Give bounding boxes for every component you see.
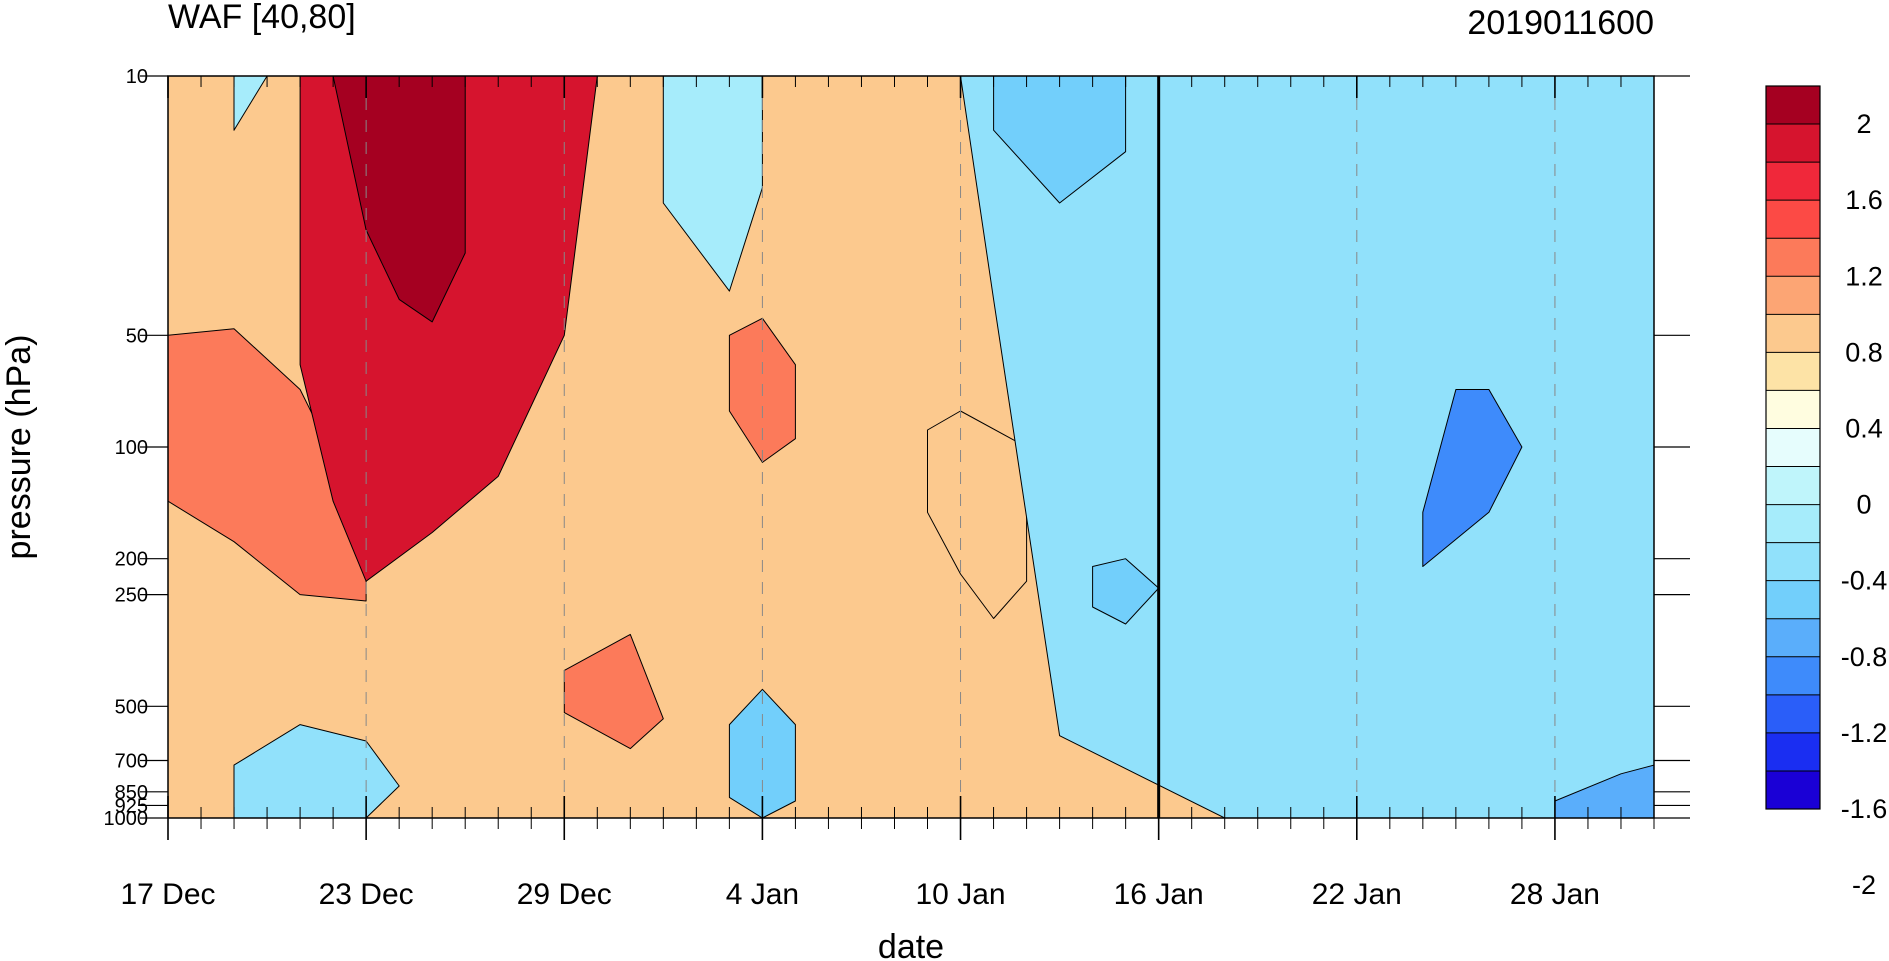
colorbar-swatch	[1766, 276, 1820, 315]
contour-region-15	[1092, 558, 1160, 625]
contour-regions	[168, 76, 1654, 818]
x-tick-label: 10 Jan	[915, 878, 1005, 911]
contour-region-16	[1422, 389, 1523, 567]
colorbar-label: 0	[1856, 490, 1871, 520]
colorbar-swatch	[1766, 618, 1820, 658]
colorbar-swatch	[1766, 162, 1820, 201]
chart-title-right: 2019011600	[1467, 4, 1654, 42]
colorbar-swatch	[1766, 504, 1820, 544]
contour-region-5	[927, 410, 1028, 619]
colorbar-label: 1.2	[1845, 261, 1883, 291]
colorbar-label: 1.6	[1845, 185, 1883, 215]
x-axis: 17 Dec 23 Dec 29 Dec 4 Jan 10 Jan 16 Jan 22 Ja…	[120, 76, 1655, 911]
colorbar-swatch	[1766, 124, 1820, 163]
y-tick-label: 700	[115, 751, 148, 773]
contour-region-10	[662, 76, 763, 292]
contour-region-14	[993, 76, 1127, 204]
colorbar-label: -0.8	[1841, 642, 1888, 672]
colorbar-swatch	[1766, 694, 1820, 734]
colorbar-swatch	[1766, 200, 1820, 239]
y-tick-label: 500	[115, 696, 148, 718]
colorbar-swatch	[1766, 86, 1820, 125]
chart-title-left: WAF [40,80]	[168, 0, 356, 36]
colorbar-swatch	[1766, 656, 1820, 696]
x-tick-label: 29 Dec	[517, 878, 612, 911]
y-tick-label: 200	[115, 549, 148, 571]
x-tick-label: 23 Dec	[319, 878, 414, 911]
y-tick-label: 850	[115, 782, 148, 804]
colorbar-swatch	[1766, 770, 1820, 810]
x-tick-label: 16 Jan	[1114, 878, 1204, 911]
x-axis-label: date	[878, 928, 944, 961]
colorbar: 2 1.6 1.2 0.8 0.4 0 -0.4 -0.8 -1.2 -1.6 -2	[1765, 85, 1888, 900]
colorbar-swatch	[1766, 466, 1820, 506]
colorbar-swatch	[1766, 542, 1820, 582]
y-tick-label: 100	[115, 437, 148, 459]
y-tick-label: 925	[115, 795, 148, 817]
colorbar-label: -0.4	[1841, 566, 1888, 596]
colorbar-swatch	[1766, 428, 1820, 468]
colorbar-swatch	[1766, 314, 1820, 353]
colorbar-label: -1.2	[1841, 718, 1888, 748]
contour-region-11	[233, 724, 400, 818]
colorbar-swatch	[1766, 352, 1820, 391]
contour-region-13	[960, 76, 1654, 818]
x-tick-label: 22 Jan	[1312, 878, 1402, 911]
colorbar-label: -2	[1852, 870, 1876, 900]
colorbar-label: 2	[1856, 109, 1871, 139]
y-tick-label: 10	[126, 66, 148, 88]
x-tick-label: 28 Jan	[1510, 878, 1600, 911]
colorbar-label: -1.6	[1841, 794, 1888, 824]
y-tick-label: 250	[115, 585, 148, 607]
colorbar-swatch	[1766, 580, 1820, 620]
colorbar-swatch	[1766, 238, 1820, 277]
y-axis-label: pressure (hPa)	[0, 335, 38, 560]
y-tick-label: 50	[126, 325, 148, 347]
colorbar-swatch	[1766, 390, 1820, 429]
contour-region-0	[168, 328, 367, 602]
y-tick-label: 1000	[104, 808, 149, 830]
contour-region-12	[728, 688, 796, 818]
colorbar-label: 0.4	[1845, 413, 1883, 443]
colorbar-swatch	[1766, 732, 1820, 772]
x-tick-label: 17 Dec	[120, 878, 215, 911]
contour-region-3	[563, 633, 664, 750]
colorbar-label: 0.8	[1845, 337, 1883, 367]
contour-region-9	[233, 76, 268, 131]
colorbar-frame	[1765, 85, 1821, 810]
x-tick-label: 4 Jan	[726, 878, 799, 911]
